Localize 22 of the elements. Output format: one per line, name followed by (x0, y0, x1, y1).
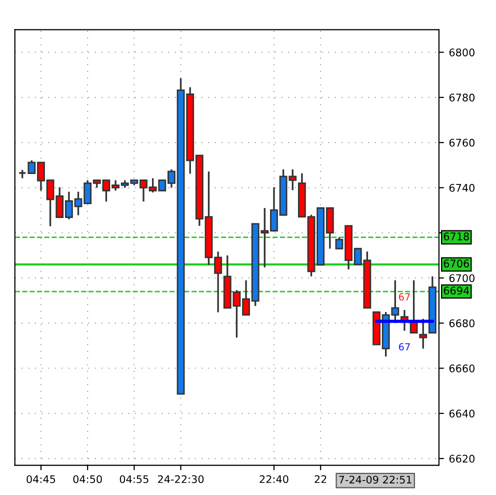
x-tick-label: 04:55 (120, 475, 148, 484)
annotation: 67 (398, 293, 410, 301)
candlestick (419, 318, 428, 350)
text: 7-24-09 22:51 (339, 476, 412, 484)
y-tick-label: 6780 (449, 94, 474, 102)
y-tick-label: 6800 (449, 48, 474, 56)
ref-line-label: 6694 (444, 286, 470, 295)
y-tick-label: 6700 (449, 274, 474, 282)
ref-line-label: 6706 (444, 260, 469, 268)
y-tick-label: 6740 (449, 184, 474, 192)
x-tick-label: 22:40 (260, 475, 288, 484)
x-tick-label: 24-22:30 (158, 475, 204, 484)
y-tick-label: 6640 (449, 410, 474, 418)
annotation: 67 (398, 343, 410, 351)
x-tick-label: 04:50 (73, 475, 102, 484)
y-tick-label: 6660 (449, 364, 474, 372)
y-tick-label: 6760 (449, 138, 474, 147)
y-tick-label: 6620 (449, 454, 474, 463)
ref-line-label: 6718 (444, 232, 469, 240)
x-tick-label: 22 (314, 475, 326, 483)
x-tick-label: 04:45 (26, 475, 56, 484)
y-tick-label: 6680 (449, 319, 474, 328)
